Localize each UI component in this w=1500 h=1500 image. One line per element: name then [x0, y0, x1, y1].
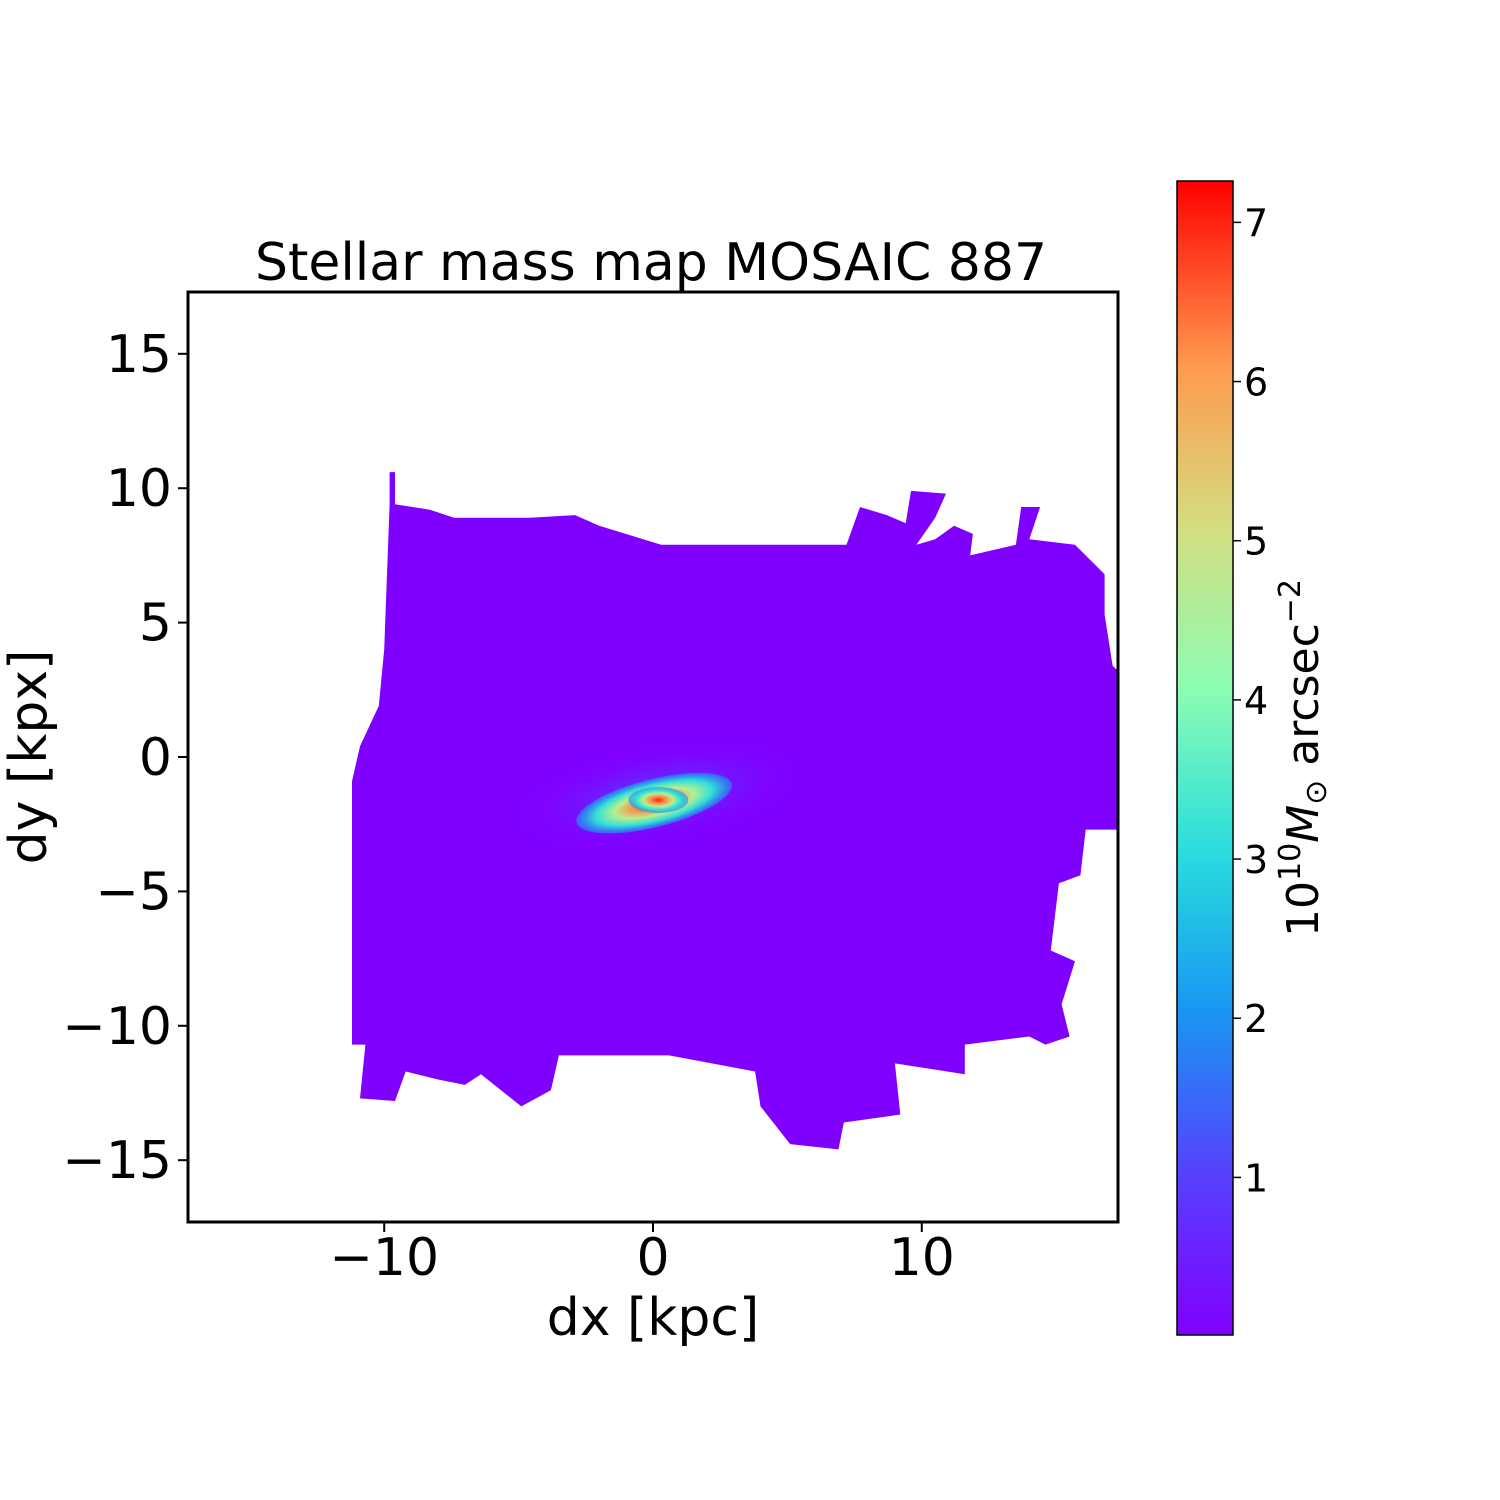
- y-tick-label: −15: [62, 1131, 172, 1191]
- y-tick-label: 0: [139, 728, 172, 788]
- heatmap-area: [352, 472, 1118, 1150]
- colorbar-tick-label: 5: [1244, 520, 1268, 564]
- x-tick-label: 0: [636, 1228, 669, 1288]
- colorbar-tick-label: 7: [1244, 201, 1268, 245]
- y-tick-label: 15: [106, 325, 172, 385]
- core-peak: [628, 787, 689, 814]
- colorbar: [1176, 180, 1234, 1336]
- colorbar-tick-label: 2: [1244, 997, 1268, 1041]
- colorbar-tick-label: 1: [1244, 1156, 1268, 1200]
- y-tick-label: −5: [95, 862, 172, 922]
- colorbar-tick-label: 6: [1244, 361, 1268, 405]
- colorbar-tick-label: 4: [1244, 679, 1268, 723]
- x-tick-label: 10: [889, 1228, 955, 1288]
- chart-title: Stellar mass map MOSAIC 887: [255, 233, 1047, 293]
- y-tick-label: −10: [62, 997, 172, 1057]
- x-axis-label: dx [kpc]: [547, 1288, 760, 1348]
- x-tick-label: −10: [329, 1228, 439, 1288]
- y-tick-label: 5: [139, 594, 172, 654]
- colorbar-tick-label: 3: [1244, 838, 1268, 882]
- y-axis-label: dy [kpx]: [0, 650, 59, 865]
- colorbar-label: 1010M⊙ arcsec−2: [1273, 579, 1334, 937]
- y-tick-label: 10: [106, 459, 172, 519]
